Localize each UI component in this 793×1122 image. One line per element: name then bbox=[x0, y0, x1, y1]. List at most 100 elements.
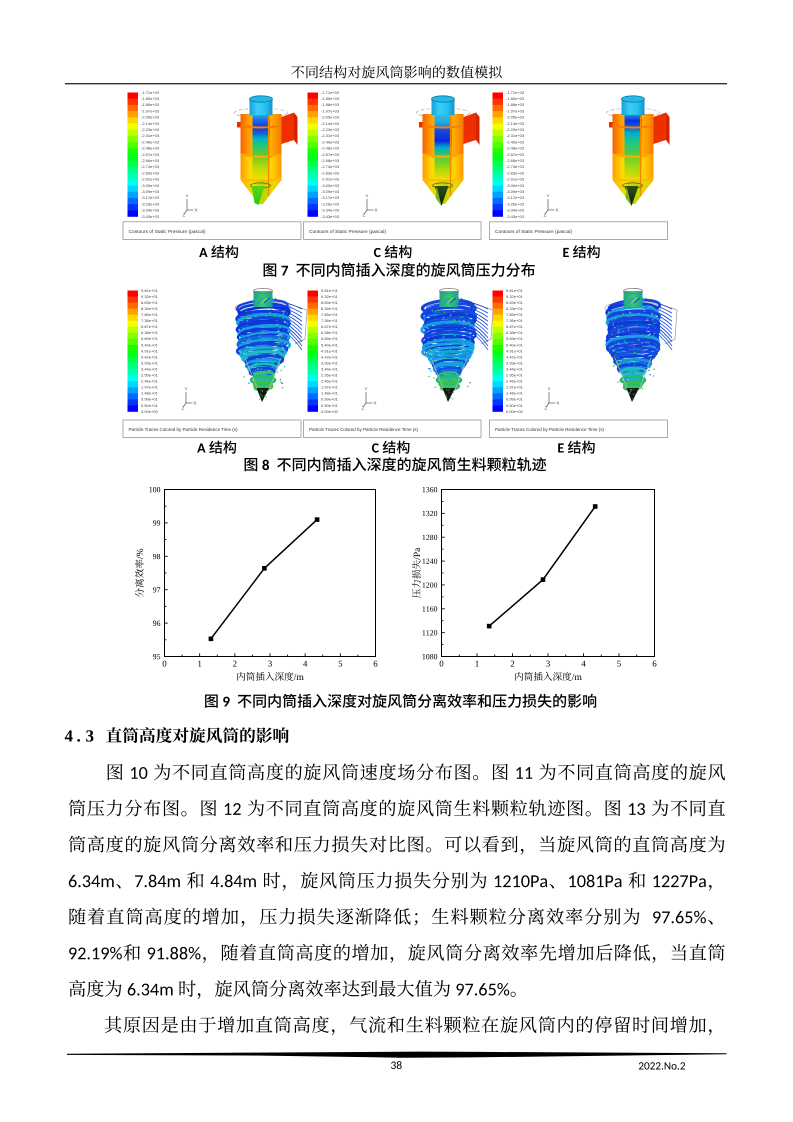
svg-text:-1.97e+03: -1.97e+03 bbox=[141, 108, 160, 113]
svg-text:-2.74e+03: -2.74e+03 bbox=[141, 164, 160, 169]
svg-text:5.89e+01: 5.89e+01 bbox=[141, 336, 159, 341]
svg-text:-2.57e+03: -2.57e+03 bbox=[321, 152, 340, 157]
svg-text:-3.26e+03: -3.26e+03 bbox=[141, 201, 160, 206]
svg-text:-1.80e+03: -1.80e+03 bbox=[321, 96, 340, 101]
svg-text:-3.17e+03: -3.17e+03 bbox=[141, 195, 160, 200]
svg-text:-1.88e+03: -1.88e+03 bbox=[321, 102, 340, 107]
svg-text:-1.88e+03: -1.88e+03 bbox=[506, 102, 525, 107]
svg-text:5.89e+01: 5.89e+01 bbox=[506, 336, 524, 341]
svg-text:2.95e+01: 2.95e+01 bbox=[321, 373, 339, 378]
svg-text:2.46e+01: 2.46e+01 bbox=[141, 379, 159, 384]
svg-text:3.93e+01: 3.93e+01 bbox=[321, 360, 339, 365]
svg-text:Y: Y bbox=[547, 194, 550, 199]
svg-text:6.38e+01: 6.38e+01 bbox=[141, 330, 159, 335]
svg-text:Contours of Static Pressure (p: Contours of Static Pressure (pascal) bbox=[495, 229, 572, 235]
svg-text:X: X bbox=[194, 401, 197, 406]
svg-text:Z: Z bbox=[362, 406, 365, 411]
svg-text:8.34e+01: 8.34e+01 bbox=[506, 306, 524, 311]
svg-text:7.36e+01: 7.36e+01 bbox=[141, 318, 159, 323]
svg-text:5.40e+01: 5.40e+01 bbox=[506, 342, 524, 347]
svg-text:8.83e+01: 8.83e+01 bbox=[141, 300, 159, 305]
svg-text:7.85e+01: 7.85e+01 bbox=[141, 312, 159, 317]
svg-text:-1.88e+03: -1.88e+03 bbox=[141, 102, 160, 107]
svg-text:-2.91e+03: -2.91e+03 bbox=[321, 177, 340, 182]
svg-text:5.40e+01: 5.40e+01 bbox=[321, 342, 339, 347]
svg-text:9.32e+01: 9.32e+01 bbox=[506, 294, 524, 299]
svg-text:6.38e+01: 6.38e+01 bbox=[506, 330, 524, 335]
svg-text:-3.17e+03: -3.17e+03 bbox=[506, 195, 525, 200]
svg-text:0.50e+01: 0.50e+01 bbox=[506, 403, 524, 408]
svg-text:3.44e+01: 3.44e+01 bbox=[141, 366, 159, 371]
svg-text:4.91e+01: 4.91e+01 bbox=[506, 348, 524, 353]
svg-text:6.38e+01: 6.38e+01 bbox=[321, 330, 339, 335]
svg-text:-1.97e+03: -1.97e+03 bbox=[506, 108, 525, 113]
svg-text:7.36e+01: 7.36e+01 bbox=[321, 318, 339, 323]
svg-text:9.32e+01: 9.32e+01 bbox=[321, 294, 339, 299]
svg-text:-2.83e+03: -2.83e+03 bbox=[321, 170, 340, 175]
svg-text:X: X bbox=[556, 208, 559, 213]
svg-text:-3.43e+03: -3.43e+03 bbox=[506, 214, 525, 219]
svg-text:-3.00e+03: -3.00e+03 bbox=[141, 183, 160, 188]
svg-text:Z: Z bbox=[182, 406, 185, 411]
svg-text:Particle Traces Colored by Par: Particle Traces Colored by Particle Resi… bbox=[495, 427, 605, 432]
svg-text:4.91e+01: 4.91e+01 bbox=[141, 348, 159, 353]
svg-text:-2.74e+03: -2.74e+03 bbox=[321, 164, 340, 169]
svg-text:X: X bbox=[374, 401, 377, 406]
svg-text:-2.40e+03: -2.40e+03 bbox=[506, 139, 525, 144]
svg-text:0.50e+01: 0.50e+01 bbox=[141, 403, 159, 408]
svg-text:4.42e+01: 4.42e+01 bbox=[321, 354, 339, 359]
svg-text:-1.71e+03: -1.71e+03 bbox=[506, 90, 525, 95]
svg-text:-2.57e+03: -2.57e+03 bbox=[141, 152, 160, 157]
svg-text:-1.71e+03: -1.71e+03 bbox=[141, 90, 160, 95]
svg-text:9.32e+01: 9.32e+01 bbox=[141, 294, 159, 299]
svg-text:2.95e+01: 2.95e+01 bbox=[141, 373, 159, 378]
svg-text:-1.80e+03: -1.80e+03 bbox=[141, 96, 160, 101]
svg-text:-2.23e+03: -2.23e+03 bbox=[141, 127, 160, 132]
svg-text:-1.80e+03: -1.80e+03 bbox=[506, 96, 525, 101]
svg-text:X: X bbox=[375, 208, 378, 213]
svg-text:Z: Z bbox=[544, 213, 547, 218]
svg-text:-3.09e+03: -3.09e+03 bbox=[321, 189, 340, 194]
svg-text:5.40e+01: 5.40e+01 bbox=[141, 342, 159, 347]
svg-text:Y: Y bbox=[366, 194, 369, 199]
svg-text:1.97e+01: 1.97e+01 bbox=[321, 385, 339, 390]
svg-text:-3.34e+03: -3.34e+03 bbox=[506, 208, 525, 213]
svg-text:-2.14e+03: -2.14e+03 bbox=[141, 121, 160, 126]
svg-text:-2.23e+03: -2.23e+03 bbox=[321, 127, 340, 132]
svg-text:3.93e+01: 3.93e+01 bbox=[141, 360, 159, 365]
svg-text:X: X bbox=[557, 401, 560, 406]
svg-text:-2.66e+03: -2.66e+03 bbox=[141, 158, 160, 163]
svg-text:0.00e+00: 0.00e+00 bbox=[321, 409, 339, 414]
svg-text:-2.74e+03: -2.74e+03 bbox=[506, 164, 525, 169]
svg-text:7.36e+01: 7.36e+01 bbox=[506, 318, 524, 323]
svg-text:4.91e+01: 4.91e+01 bbox=[321, 348, 339, 353]
svg-text:9.81e+01: 9.81e+01 bbox=[141, 288, 159, 293]
svg-text:-2.40e+03: -2.40e+03 bbox=[321, 139, 340, 144]
svg-text:-2.14e+03: -2.14e+03 bbox=[321, 121, 340, 126]
svg-text:-2.14e+03: -2.14e+03 bbox=[506, 121, 525, 126]
svg-text:-3.43e+03: -3.43e+03 bbox=[141, 214, 160, 219]
svg-text:-2.31e+03: -2.31e+03 bbox=[141, 133, 160, 138]
svg-text:-2.66e+03: -2.66e+03 bbox=[321, 158, 340, 163]
svg-text:-2.83e+03: -2.83e+03 bbox=[506, 170, 525, 175]
svg-text:-3.09e+03: -3.09e+03 bbox=[506, 189, 525, 194]
svg-text:-3.00e+03: -3.00e+03 bbox=[506, 183, 525, 188]
svg-text:6.87e+01: 6.87e+01 bbox=[141, 324, 159, 329]
svg-text:-2.57e+03: -2.57e+03 bbox=[506, 152, 525, 157]
svg-text:7.85e+01: 7.85e+01 bbox=[506, 312, 524, 317]
svg-text:0.00e+00: 0.00e+00 bbox=[506, 409, 524, 414]
svg-text:2.46e+01: 2.46e+01 bbox=[506, 379, 524, 384]
svg-text:-2.05e+03: -2.05e+03 bbox=[141, 115, 160, 120]
svg-text:-2.05e+03: -2.05e+03 bbox=[321, 115, 340, 120]
svg-text:0.99e+01: 0.99e+01 bbox=[506, 397, 524, 402]
svg-text:0.99e+01: 0.99e+01 bbox=[321, 397, 339, 402]
svg-text:1.48e+01: 1.48e+01 bbox=[141, 391, 159, 396]
svg-text:-2.48e+03: -2.48e+03 bbox=[141, 146, 160, 151]
svg-text:-2.48e+03: -2.48e+03 bbox=[321, 146, 340, 151]
svg-text:Y: Y bbox=[185, 387, 188, 392]
svg-text:8.34e+01: 8.34e+01 bbox=[141, 306, 159, 311]
svg-text:3.44e+01: 3.44e+01 bbox=[321, 366, 339, 371]
svg-text:8.83e+01: 8.83e+01 bbox=[506, 300, 524, 305]
svg-text:1.97e+01: 1.97e+01 bbox=[141, 385, 159, 390]
svg-text:2.46e+01: 2.46e+01 bbox=[321, 379, 339, 384]
